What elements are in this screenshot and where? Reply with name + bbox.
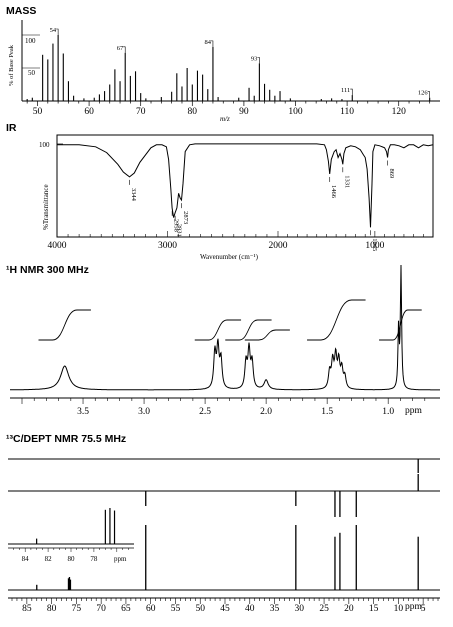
c13-xlabel: ppm — [405, 602, 423, 612]
mass-peak-label-84: 84 — [204, 39, 211, 46]
c13-xtick-55: 55 — [171, 604, 181, 614]
mass-peak-label-126: 126 — [418, 90, 429, 97]
hnmr-xtick-3.0: 3.0 — [138, 407, 150, 417]
ir-xtick-2000: 2000 — [269, 241, 288, 251]
c13-xtick-80: 80 — [47, 604, 57, 614]
inset-xlabel: ppm — [114, 555, 127, 563]
mass-xlabel: m/z — [220, 115, 230, 123]
cnmr-title: ¹³C/DEPT NMR 75.5 MHz — [6, 433, 126, 445]
hnmr-panel: ¹H NMR 300 MHz 3.5 3.0 2.5 2.0 1.5 1.0 ppm — [6, 264, 440, 417]
hnmr-spectrum-line — [10, 264, 440, 391]
hnmr-title: ¹H NMR 300 MHz — [6, 264, 89, 276]
c13-xtick-65: 65 — [121, 604, 131, 614]
dept-ch3-trace — [8, 458, 440, 473]
c13-spectrum — [8, 525, 440, 591]
c13-xtick-5: 5 — [421, 604, 426, 614]
ir-panel: IR 100 %Transmittance 4000 3000 2000 1000 3… — [6, 122, 434, 261]
c13-xtick-85: 85 — [22, 604, 32, 614]
hnmr-integral-curves — [38, 299, 422, 341]
mass-ytick-100: 100 — [25, 37, 36, 45]
ir-xtick-1000: 1000 — [365, 241, 384, 251]
hnmr-xtick-2.5: 2.5 — [199, 407, 211, 417]
ir-peak-label-1466: 1466 — [330, 185, 337, 199]
cnmr-panel: ¹³C/DEPT NMR 75.5 MHz 85 80 75 70 65 60 55 50 45… — [6, 433, 440, 614]
ir-peak-label-1331: 1331 — [343, 175, 350, 188]
mass-ytick-50: 50 — [28, 69, 36, 77]
c13-xtick-25: 25 — [319, 604, 329, 614]
mass-xticks: 50 60 70 80 90 100 110 120 — [26, 101, 431, 117]
c13-xtick-50: 50 — [195, 604, 205, 614]
mass-peak-label-leader-54 — [56, 28, 59, 35]
ir-frame — [56, 134, 434, 238]
mass-xtick-80: 80 — [188, 107, 198, 117]
c13-xtick-10: 10 — [394, 604, 404, 614]
mass-xtick-60: 60 — [84, 107, 94, 117]
ir-ylabel: %Transmittance — [42, 184, 50, 230]
ir-xtick-4000: 4000 — [48, 241, 67, 251]
mass-axes — [21, 20, 440, 102]
ir-spectrum-line — [57, 143, 434, 228]
mass-xtick-70: 70 — [136, 107, 146, 117]
ir-xticks: 4000 3000 2000 1000 — [48, 231, 434, 251]
ir-peak-label-2931: 2931 — [176, 224, 183, 237]
dept-ch2-trace — [8, 474, 440, 517]
mass-peaks — [26, 35, 431, 101]
ir-xlabel: Wavenumber (cm⁻¹) — [200, 253, 259, 261]
c13-xtick-75: 75 — [72, 604, 82, 614]
mass-xtick-50: 50 — [33, 107, 43, 117]
c13-axis: 85 80 75 70 65 60 55 50 45 40 35 30 25 20 15 10 5 — [8, 597, 440, 614]
ir-xtick-3000: 3000 — [158, 241, 177, 251]
mass-xtick-90: 90 — [239, 107, 249, 117]
mass-peak-label-leader-126 — [427, 91, 430, 98]
mass-peak-label-leader-111 — [350, 88, 353, 96]
c13-xtick-15: 15 — [369, 604, 379, 614]
mass-peak-labels: 54 67 84 93 111 126 — [50, 27, 430, 98]
c13-xtick-20: 20 — [344, 604, 354, 614]
c13-xtick-35: 35 — [270, 604, 280, 614]
mass-ylabel: % of Base Peak — [8, 44, 15, 86]
ir-peak-label-2873: 2873 — [182, 211, 189, 224]
mass-peak-label-67: 67 — [117, 45, 124, 52]
mass-peak-label-leader-67 — [123, 46, 126, 53]
c13-xtick-45: 45 — [220, 604, 230, 614]
ir-peak-label-2958: 2958 — [173, 219, 180, 232]
c13-xtick-60: 60 — [146, 604, 156, 614]
mass-xtick-120: 120 — [392, 107, 407, 117]
hnmr-xtick-1.5: 1.5 — [321, 407, 333, 417]
ir-ytick-100: 100 — [39, 141, 50, 149]
inset-xtick-78: 78 — [90, 555, 98, 563]
hnmr-xtick-1.0: 1.0 — [382, 407, 394, 417]
inset-xtick-82: 82 — [45, 555, 53, 563]
mass-peak-label-111: 111 — [341, 87, 350, 94]
c13-xtick-70: 70 — [96, 604, 106, 614]
mass-peak-label-leader-84 — [210, 40, 214, 47]
mass-xtick-110: 110 — [340, 107, 354, 117]
c13-inset: ppm 84 82 80 78 — [8, 508, 134, 563]
inset-xtick-84: 84 — [22, 555, 30, 563]
hnmr-xtick-2.0: 2.0 — [260, 407, 272, 417]
c13-xtick-30: 30 — [295, 604, 305, 614]
inset-xtick-80: 80 — [68, 555, 76, 563]
hnmr-axis: 3.5 3.0 2.5 2.0 1.5 1.0 — [10, 397, 440, 417]
mass-peak-label-93: 93 — [251, 55, 258, 62]
hnmr-xlabel: ppm — [405, 406, 423, 416]
mass-title: MASS — [6, 5, 36, 17]
hnmr-xtick-3.5: 3.5 — [77, 407, 89, 417]
mass-xtick-100: 100 — [288, 107, 303, 117]
ir-peak-label-3344: 3344 — [130, 188, 137, 202]
ir-peak-label-1045: 1045 — [371, 238, 378, 251]
mass-peak-label-leader-93 — [257, 57, 260, 64]
ir-peak-label-869: 869 — [388, 168, 395, 178]
mass-peak-label-54: 54 — [50, 27, 57, 34]
ir-title: IR — [6, 122, 17, 134]
mass-panel: MASS % of Base Peak 100 50 50 60 70 80 90 100… — [6, 5, 440, 123]
c13-xtick-40: 40 — [245, 604, 255, 614]
